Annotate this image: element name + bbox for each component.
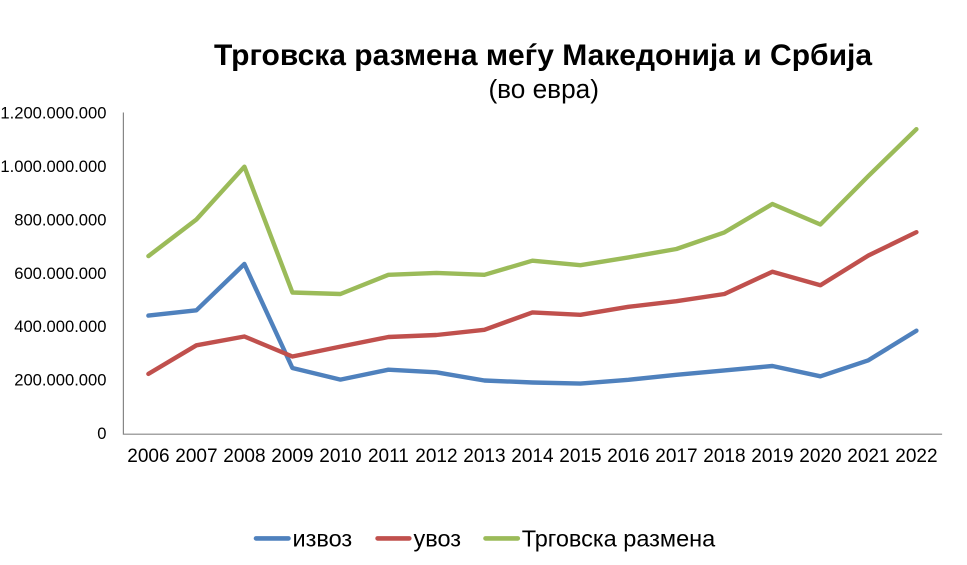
svg-text:2012: 2012 [415,446,457,467]
svg-text:800.000.000: 800.000.000 [14,210,106,229]
svg-text:2020: 2020 [799,446,841,467]
svg-text:2017: 2017 [655,446,697,467]
svg-text:1.000.000.000: 1.000.000.000 [0,157,106,176]
svg-text:400.000.000: 400.000.000 [14,317,106,336]
svg-text:Трговска размена: Трговска размена [522,525,716,551]
svg-text:2006: 2006 [127,446,169,467]
svg-text:(во евра): (во евра) [488,74,599,104]
svg-text:увоз: увоз [414,525,462,551]
svg-text:Трговска размена меѓу Македони: Трговска размена меѓу Македонија и Србиј… [214,39,872,72]
svg-text:2009: 2009 [271,446,313,467]
svg-text:2015: 2015 [559,446,601,467]
svg-text:2022: 2022 [895,446,937,467]
svg-text:2014: 2014 [511,446,554,467]
svg-text:2013: 2013 [463,446,505,467]
svg-text:извоз: извоз [293,525,353,551]
svg-text:1.200.000.000: 1.200.000.000 [0,103,106,122]
svg-text:600.000.000: 600.000.000 [14,264,106,283]
svg-text:2019: 2019 [751,446,793,467]
svg-text:0: 0 [97,424,106,443]
svg-text:2008: 2008 [223,446,265,467]
svg-text:200.000.000: 200.000.000 [14,371,106,390]
svg-text:2018: 2018 [703,446,745,467]
svg-text:2021: 2021 [847,446,889,467]
svg-text:2010: 2010 [319,446,361,467]
svg-text:2007: 2007 [175,446,217,467]
svg-text:2016: 2016 [607,446,649,467]
svg-text:2011: 2011 [368,446,409,467]
